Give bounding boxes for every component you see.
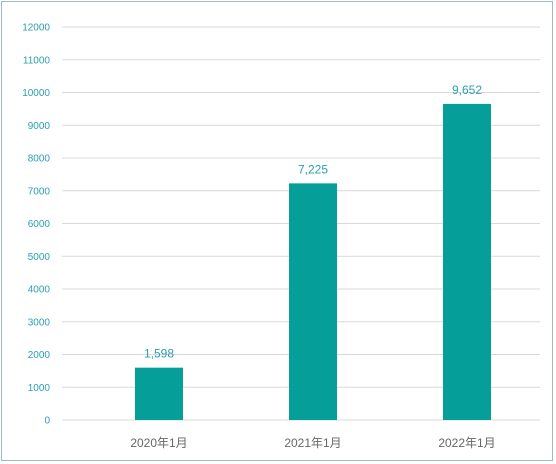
x-tick-label: 2022年1月: [438, 436, 495, 450]
y-tick-label: 1000: [28, 383, 51, 394]
bars: [135, 103, 491, 420]
data-label: 1,598: [144, 347, 174, 361]
data-labels: 1,598 7,225 9,652: [144, 83, 482, 361]
x-tick-label: 2020年1月: [130, 436, 187, 450]
y-axis: 0 1000 2000 3000 4000 5000 6000 7000 8000 9000 100…: [22, 23, 50, 427]
bar: [289, 183, 337, 420]
y-tick-label: 0: [44, 416, 50, 427]
y-tick-label: 5000: [28, 252, 51, 263]
data-label: 9,652: [452, 83, 482, 97]
bar: [135, 367, 183, 420]
x-tick-label: 2021年1月: [284, 436, 341, 450]
y-tick-label: 4000: [28, 285, 51, 296]
y-tick-label: 8000: [28, 154, 51, 165]
y-tick-label: 11000: [23, 55, 51, 66]
y-tick-label: 12000: [22, 23, 50, 34]
data-label: 7,225: [298, 162, 328, 176]
bar: [443, 103, 491, 420]
y-tick-label: 3000: [28, 317, 51, 328]
y-tick-label: 9000: [28, 121, 51, 132]
y-tick-label: 2000: [28, 350, 51, 361]
y-tick-label: 7000: [28, 186, 51, 197]
y-tick-label: 6000: [28, 219, 51, 230]
x-axis: 2020年1月 2021年1月 2022年1月: [130, 436, 495, 450]
y-tick-label: 10000: [22, 88, 50, 99]
